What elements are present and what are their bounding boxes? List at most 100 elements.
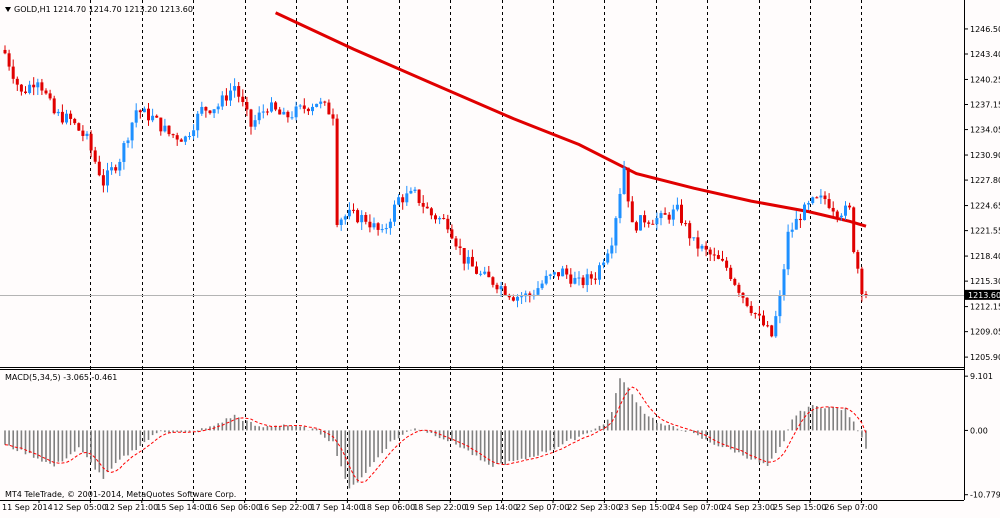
candle-body [852, 207, 856, 253]
moving-average-line [274, 11, 867, 228]
candle-body [257, 112, 261, 121]
candle-body [561, 268, 565, 277]
price-pane[interactable] [0, 11, 964, 338]
candle-body [138, 110, 142, 113]
time-label: 19 Sep 14:00 [465, 503, 518, 512]
candle-body [101, 175, 105, 186]
macd-ticks: 9.101 0.00 -10.779 [964, 372, 1000, 500]
candle-body [647, 222, 651, 224]
candle-body [335, 118, 339, 225]
candle-body [134, 110, 138, 123]
candle-body [622, 167, 626, 194]
candle-body [28, 84, 32, 93]
candle-body [19, 84, 23, 92]
candle-body [458, 246, 462, 249]
candle-body [208, 110, 212, 114]
current-price-tag: 1213.60 [965, 289, 1000, 300]
candle-body [147, 108, 150, 121]
candle-body [712, 254, 716, 256]
candle-body [65, 113, 68, 123]
candle-body [417, 189, 421, 204]
candle-body [85, 133, 89, 136]
candle-body [183, 136, 187, 142]
candle-body [770, 325, 774, 337]
candle-body [69, 113, 73, 119]
time-label: 26 Sep 07:00 [824, 503, 877, 512]
candle-body [716, 255, 720, 259]
candle-body [700, 245, 704, 249]
candle-body [540, 283, 544, 289]
price-tick-label: 1246.50 [970, 25, 1000, 34]
candle-body [347, 209, 351, 217]
macd-pane[interactable]: MACD(5,34,5) -3.065 -0.461 MT4 TeleTrade… [0, 367, 964, 500]
candle-body [860, 268, 864, 295]
candle-body [565, 268, 569, 275]
price-axis: 1246.50 1243.40 1240.25 1237.15 1234.05 1230.… [964, 0, 1000, 500]
candle-body [659, 213, 663, 219]
candle-body [81, 130, 85, 136]
candle-body [675, 204, 679, 210]
candle-body [733, 279, 737, 285]
candle-body [48, 93, 52, 99]
candle-body [495, 284, 499, 290]
candle-body [40, 82, 44, 91]
candle-body [384, 228, 388, 230]
candle-body [651, 223, 655, 225]
candle-body [446, 218, 450, 230]
time-label: 23 Sep 15:00 [619, 503, 672, 512]
candle-body [807, 203, 811, 205]
price-tag-box [965, 289, 1000, 300]
candle-body [454, 238, 458, 247]
vertical-grid [90, 0, 862, 500]
candle-body [680, 204, 683, 224]
macd-tick-label: 0.00 [970, 426, 988, 435]
triangle-down-icon[interactable] [5, 7, 11, 12]
candle-body [319, 101, 323, 104]
candle-body [11, 66, 15, 79]
candle-body [212, 109, 216, 114]
candle-body [499, 286, 503, 290]
candle-body [52, 98, 56, 114]
time-label: 24 Sep 07:00 [670, 503, 723, 512]
candle-body [827, 199, 831, 208]
candle-body [663, 213, 667, 215]
symbol-label: GOLD,H1 [14, 5, 51, 14]
time-label: 16 Sep 22:00 [259, 503, 312, 512]
candle-body [581, 277, 585, 286]
candle-body [503, 286, 507, 295]
candle-body [536, 288, 540, 295]
price-tick-label: 1234.05 [970, 126, 1000, 135]
candle-body [89, 133, 93, 151]
candle-body [241, 96, 245, 103]
candle-body [368, 221, 372, 228]
candle-body [261, 111, 265, 113]
candle-body [126, 140, 130, 144]
candle-body [343, 216, 347, 220]
candle-body [848, 205, 852, 208]
price-tick-label: 1212.15 [970, 303, 1000, 312]
candle-body [552, 272, 556, 275]
candle-body [487, 271, 491, 278]
candle-body [118, 161, 122, 171]
candle-body [466, 256, 470, 264]
price-tag-label: 1213.60 [968, 291, 1000, 300]
candle-body [725, 260, 729, 268]
price-tick-label: 1215.30 [970, 277, 1000, 286]
price-tick-label: 1221.55 [970, 227, 1000, 236]
price-tick-label: 1243.40 [970, 50, 1000, 59]
candle-body [302, 105, 306, 109]
candle-body [216, 106, 220, 110]
candle-body [401, 197, 405, 203]
candle-body [704, 245, 708, 250]
candle-body [159, 117, 163, 132]
candle-body [696, 237, 700, 249]
time-label: 25 Sep 15:00 [773, 503, 826, 512]
candle-body [708, 249, 712, 255]
candle-body [491, 277, 495, 285]
candle-body [626, 167, 630, 202]
candle-body [667, 214, 671, 220]
candle-body [405, 193, 409, 203]
candle-body [511, 297, 515, 301]
